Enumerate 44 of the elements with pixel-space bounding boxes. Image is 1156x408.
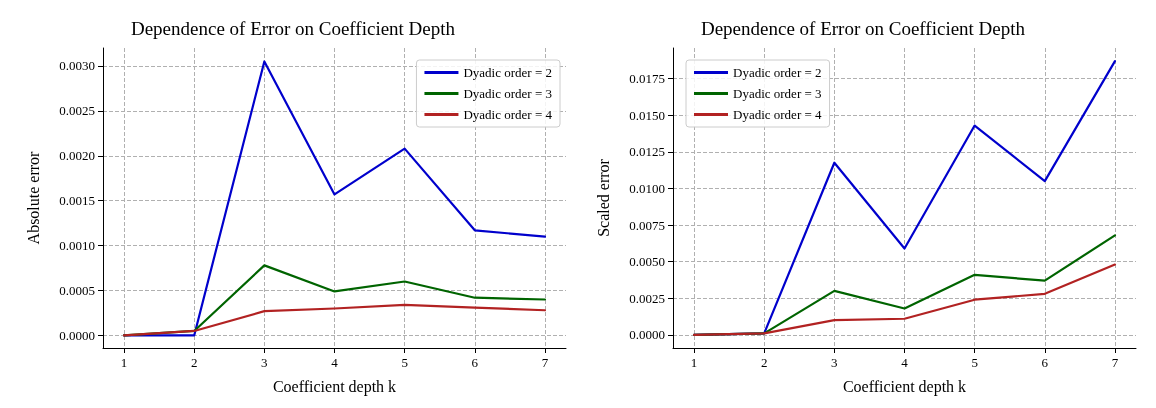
x-axis-title: Coefficient depth k (842, 377, 967, 396)
chart-title: Dependence of Error on Coefficient Depth (700, 18, 1026, 39)
x-tick-label: 4 (331, 355, 339, 370)
legend-label: Dyadic order = 3 (733, 86, 822, 101)
y-tick-label: 0.0015 (59, 193, 95, 209)
y-tick-label: 0.0030 (59, 58, 95, 74)
x-tick-label: 5 (401, 355, 408, 370)
x-tick-label: 7 (1111, 355, 1119, 370)
x-tick-label: 4 (901, 355, 909, 370)
y-tick-label: 0.0025 (629, 290, 665, 306)
x-tick-label: 2 (760, 355, 768, 370)
x-tick-label: 3 (261, 355, 268, 370)
y-tick-label: 0.0150 (629, 107, 665, 123)
y-axis-title: Absolute error (24, 150, 42, 245)
y-tick-label: 0.0125 (629, 144, 665, 160)
y-tick-label: 0.0000 (59, 327, 95, 343)
line-series (692, 263, 1117, 336)
y-tick-label: 0.0050 (629, 254, 665, 270)
y-tick-label: 0.0075 (629, 217, 665, 233)
x-tick-label: 1 (690, 355, 698, 370)
x-tick-label: 1 (120, 355, 128, 370)
legend-label: Dyadic order = 2 (733, 65, 822, 80)
x-tick-label: 5 (971, 355, 978, 370)
y-axis-title: Scaled error (594, 158, 612, 237)
y-tick-label: 0.0005 (59, 283, 95, 299)
x-tick-label: 7 (541, 355, 549, 370)
y-tick-label: 0.0025 (59, 103, 95, 119)
x-tick-label: 6 (1041, 355, 1049, 370)
legend-label: Dyadic order = 4 (463, 107, 553, 122)
chart-title: Dependence of Error on Coefficient Depth (130, 18, 456, 39)
y-tick-label: 0.0020 (59, 148, 95, 164)
legend-label: Dyadic order = 4 (733, 107, 823, 122)
legend-label: Dyadic order = 2 (463, 65, 553, 80)
legend-label: Dyadic order = 3 (463, 86, 553, 101)
line-series (122, 60, 547, 337)
y-tick-label: 0.0000 (629, 327, 665, 343)
y-tick-label: 0.0100 (629, 180, 665, 196)
x-tick-label: 2 (190, 355, 198, 370)
x-axis-title: Coefficient depth k (272, 377, 397, 396)
y-tick-label: 0.0175 (629, 71, 665, 87)
y-tick-label: 0.0010 (59, 238, 95, 254)
line-series (122, 303, 547, 337)
x-tick-label: 3 (831, 355, 838, 370)
x-tick-label: 6 (471, 355, 479, 370)
